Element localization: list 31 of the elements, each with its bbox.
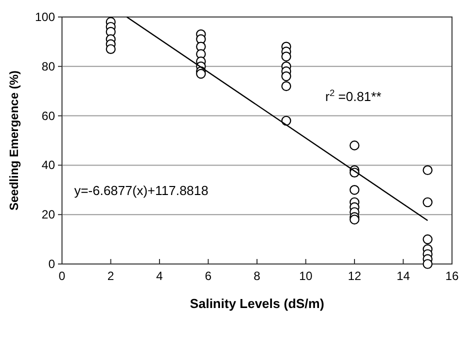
point (350, 140, 360, 150)
point (106, 44, 116, 54)
x-tick-label: 2 (107, 269, 114, 283)
y-tick-label: 20 (42, 208, 56, 222)
point (422, 259, 433, 269)
y-axis-title: Seedling Emergence (%) (7, 70, 21, 211)
point (281, 81, 292, 92)
point (281, 71, 292, 82)
point (422, 165, 433, 176)
x-tick-label: 16 (445, 269, 459, 283)
x-tick-label: 8 (254, 269, 261, 283)
point (281, 52, 292, 62)
x-tick-label: 10 (299, 269, 313, 283)
point (350, 214, 360, 224)
annotation: y=-6.6877(x)+117.8818 (74, 182, 208, 198)
y-tick-label: 0 (48, 257, 56, 271)
point (196, 68, 206, 79)
x-axis-title: Salinity Levels (dS/m) (190, 296, 324, 311)
x-tick-label: 0 (58, 269, 66, 283)
x-tick-label: 6 (204, 269, 212, 283)
y-tick-label: 80 (42, 59, 56, 74)
x-tick-label: 4 (156, 269, 164, 283)
point (422, 197, 433, 208)
x-tick-label: 14 (396, 269, 410, 283)
annotation: r$^{2}$ =0.81** (325, 88, 382, 104)
x-tick-label: 12 (348, 269, 362, 283)
y-tick-label: 60 (42, 108, 56, 123)
y-tick-label: 40 (42, 158, 56, 172)
point (422, 234, 433, 244)
point (350, 184, 360, 195)
y-tick-label: 100 (34, 10, 56, 24)
